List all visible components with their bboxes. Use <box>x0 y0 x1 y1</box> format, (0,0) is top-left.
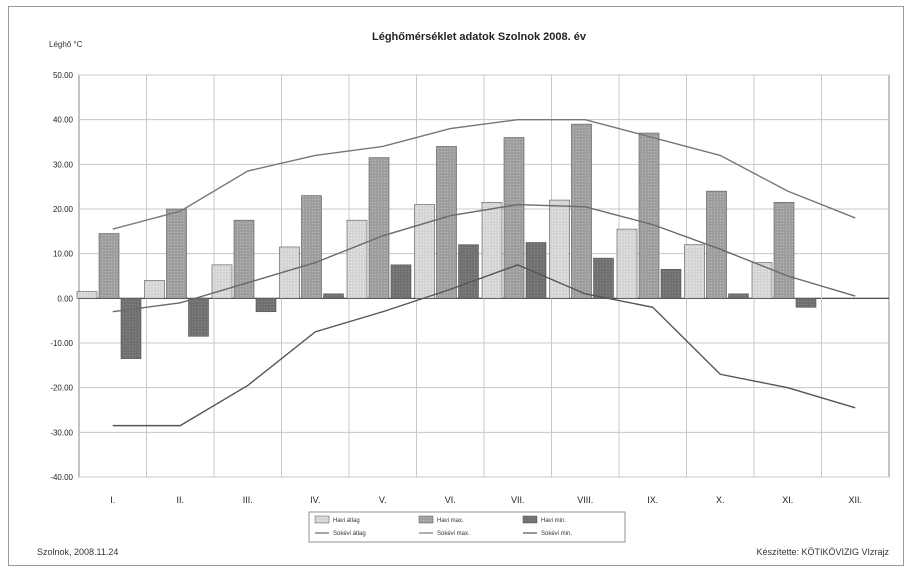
legend-label: Havi átlag <box>333 518 360 524</box>
bar-max <box>638 132 660 299</box>
bar-min <box>660 268 682 299</box>
line-long-term-min <box>112 264 856 427</box>
line-long-term-max <box>112 118 856 230</box>
x-tick-label: V. <box>379 495 387 505</box>
chart-title: Léghőmérséklet adatok Szolnok 2008. év <box>372 31 587 43</box>
bar-max <box>368 157 390 299</box>
x-tick-label: VII. <box>511 495 525 505</box>
legend-box <box>308 511 626 543</box>
x-tick-label: IX. <box>647 495 658 505</box>
chart: Léghőmérséklet adatok Szolnok 2008. év L… <box>37 31 890 557</box>
bar-avg <box>414 204 435 299</box>
bar-max <box>773 202 795 299</box>
legend-label: Havi min. <box>541 518 566 524</box>
bar-max <box>233 219 255 299</box>
bar-min <box>728 293 749 299</box>
legend-swatch <box>314 515 330 524</box>
y-tick-label: 30.00 <box>53 160 74 169</box>
line-long-term-avg <box>112 203 856 313</box>
y-tick-label: -10.00 <box>50 339 73 348</box>
x-tick-label: I. <box>110 495 115 505</box>
bar-avg <box>346 219 368 299</box>
x-tick-labels: I. II. III. IV. V. VI. VII. VIII. IX. X. XI. XII. <box>110 495 862 505</box>
bar-min <box>255 298 277 313</box>
y-tick-label: 50.00 <box>53 71 74 80</box>
y-tick-label: 10.00 <box>53 250 74 259</box>
y-tick-labels: 50.00 40.00 30.00 20.00 10.00 0.00 -10.00 -20.0… <box>50 71 73 482</box>
bar-min <box>188 298 209 337</box>
legend-label: Sokévi max. <box>437 531 470 537</box>
x-tick-label: XII. <box>848 495 862 505</box>
y-tick-label: -40.00 <box>50 473 73 482</box>
bar-avg <box>684 244 705 299</box>
bar-max <box>98 233 120 299</box>
bars <box>76 123 817 359</box>
bar-avg <box>144 280 165 299</box>
bar-avg <box>211 264 233 299</box>
y-axis-label: Léghő °C <box>49 40 83 49</box>
bar-avg <box>549 199 570 299</box>
bar-avg <box>481 202 503 299</box>
footer-left: Szolnok, 2008.11.24 <box>37 547 118 557</box>
bar-min <box>458 244 479 299</box>
legend-label: Sokévi min. <box>541 531 572 537</box>
bar-min <box>593 257 614 299</box>
legend-label: Havi max. <box>437 518 464 524</box>
chart-frame: Léghőmérséklet adatok Szolnok 2008. év L… <box>8 6 904 566</box>
y-tick-label: -30.00 <box>50 428 73 437</box>
bar-min <box>120 298 142 359</box>
bar-max <box>166 208 187 299</box>
legend-swatch <box>522 515 538 524</box>
x-tick-label: IV. <box>310 495 320 505</box>
footer-right: Készítette: KÖTIKÖVIZIG VIzrajz <box>756 547 889 557</box>
x-tick-label: II. <box>176 495 184 505</box>
bar-max <box>503 137 525 299</box>
bar-max <box>571 123 592 299</box>
legend-label: Sokévi átlag <box>333 531 366 537</box>
bar-min <box>525 242 547 299</box>
bar-avg <box>76 291 98 299</box>
y-tick-label: 40.00 <box>53 116 74 125</box>
legend: Havi átlag Havi max. Havi min. Sokévi átlag… <box>308 511 626 543</box>
bar-max <box>436 146 457 299</box>
bar-avg <box>751 262 773 299</box>
bar-max <box>301 195 322 299</box>
x-tick-label: VIII. <box>577 495 593 505</box>
x-tick-label: III. <box>243 495 253 505</box>
series-lines <box>112 118 856 427</box>
y-tick-label: 0.00 <box>57 294 73 303</box>
bar-min <box>323 293 344 299</box>
x-tick-label: VI. <box>445 495 456 505</box>
bar-min <box>795 298 817 308</box>
x-tick-label: XI. <box>782 495 793 505</box>
x-tick-label: X. <box>716 495 725 505</box>
bar-avg <box>616 228 638 299</box>
y-tick-label: -20.00 <box>50 384 73 393</box>
legend-swatch <box>418 515 434 524</box>
bar-min <box>390 264 412 299</box>
y-tick-label: 20.00 <box>53 205 74 214</box>
